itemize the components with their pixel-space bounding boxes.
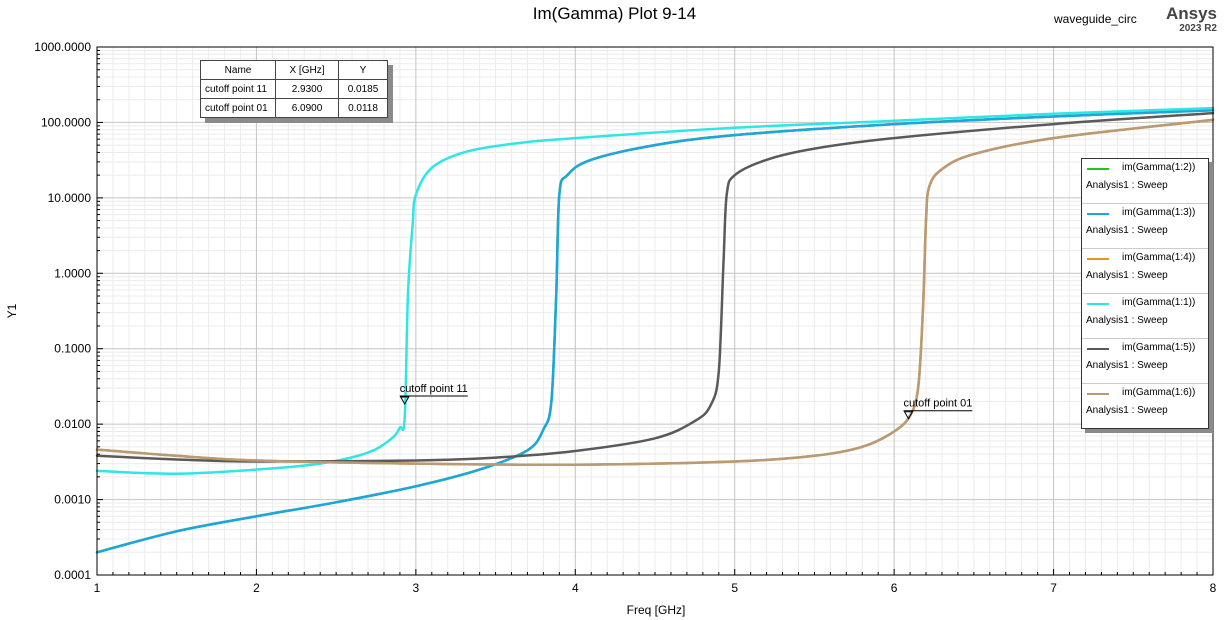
project-name: waveguide_circ xyxy=(1054,12,1137,26)
marker-table-header: Name X [GHz] Y xyxy=(200,60,388,80)
legend-series-subtitle: Analysis1 : Sweep xyxy=(1086,405,1168,416)
series-line xyxy=(95,111,1215,463)
legend-swatch xyxy=(1087,303,1109,305)
col-name: Name xyxy=(200,60,276,80)
col-y: Y xyxy=(338,60,388,80)
x-tick-labels: 1 2 3 4 5 6 7 8 xyxy=(94,581,1217,595)
legend-series-subtitle: Analysis1 : Sweep xyxy=(1086,180,1168,191)
y-tick-label: 100.0000 xyxy=(41,115,91,129)
legend-series-name: im(Gamma(1:1)) xyxy=(1122,297,1196,308)
version-label: 2023 R2 xyxy=(1179,23,1217,34)
x-axis-label: Freq [GHz] xyxy=(627,603,686,617)
marker-triangle xyxy=(903,411,914,420)
cell-y: 0.0185 xyxy=(338,79,388,99)
marker-table[interactable]: Name X [GHz] Y cutoff point 11 2.9300 0.… xyxy=(200,60,388,118)
legend-swatch xyxy=(1087,393,1109,395)
cell-name: cutoff point 11 xyxy=(200,79,276,99)
chart-title: Im(Gamma) Plot 9-14 xyxy=(532,4,697,23)
marker-label: cutoff point 01 xyxy=(903,398,972,410)
x-tick-label: 6 xyxy=(891,581,898,595)
legend-series-subtitle: Analysis1 : Sweep xyxy=(1086,270,1168,281)
legend-series-name: im(Gamma(1:4)) xyxy=(1122,252,1196,263)
y-tick-label: 0.1000 xyxy=(54,342,91,356)
table-row[interactable]: cutoff point 11 2.9300 0.0185 xyxy=(200,79,388,99)
curves xyxy=(95,106,1215,554)
legend-item[interactable]: im(Gamma(1:1)) Analysis1 : Sweep xyxy=(1082,294,1208,339)
legend-item[interactable]: im(Gamma(1:3)) Analysis1 : Sweep xyxy=(1082,204,1208,249)
col-x: X [GHz] xyxy=(275,60,339,80)
legend-item[interactable]: im(Gamma(1:5)) Analysis1 : Sweep xyxy=(1082,339,1208,384)
x-tick-label: 1 xyxy=(94,581,101,595)
legend-series-subtitle: Analysis1 : Sweep xyxy=(1086,315,1168,326)
legend-item[interactable]: im(Gamma(1:4)) Analysis1 : Sweep xyxy=(1082,249,1208,294)
markers: cutoff point 11 cutoff point 01 xyxy=(399,383,973,420)
x-tick-label: 2 xyxy=(253,581,260,595)
legend-series-name: im(Gamma(1:6)) xyxy=(1122,387,1196,398)
legend-swatch xyxy=(1087,258,1109,260)
legend[interactable]: im(Gamma(1:2)) Analysis1 : Sweep im(Gamm… xyxy=(1081,158,1209,429)
legend-series-name: im(Gamma(1:3)) xyxy=(1122,207,1196,218)
series-line xyxy=(95,109,1215,554)
cell-y: 0.0118 xyxy=(338,98,388,118)
legend-series-name: im(Gamma(1:5)) xyxy=(1122,342,1196,353)
plot-frame xyxy=(96,46,1214,576)
x-tick-label: 7 xyxy=(1050,581,1057,595)
legend-item[interactable]: im(Gamma(1:2)) Analysis1 : Sweep xyxy=(1082,159,1208,204)
legend-series-name: im(Gamma(1:2)) xyxy=(1122,162,1196,173)
y-tick-label: 0.0001 xyxy=(54,568,91,582)
x-tick-label: 5 xyxy=(731,581,738,595)
y-tick-label: 10.0000 xyxy=(48,191,92,205)
y-tick-label: 1.0000 xyxy=(54,266,91,280)
legend-swatch xyxy=(1087,168,1109,170)
y-tick-label: 1000.0000 xyxy=(34,40,91,54)
marker-label: cutoff point 11 xyxy=(400,383,468,395)
legend-swatch xyxy=(1087,348,1109,350)
legend-series-subtitle: Analysis1 : Sweep xyxy=(1086,225,1168,236)
x-tick-label: 4 xyxy=(572,581,579,595)
cell-x: 2.9300 xyxy=(275,79,339,99)
marker-triangle xyxy=(399,396,410,405)
y-axis-label: Y1 xyxy=(5,303,19,318)
legend-item[interactable]: im(Gamma(1:6)) Analysis1 : Sweep xyxy=(1082,384,1208,428)
minor-grid xyxy=(97,47,1213,575)
y-tick-label: 0.0100 xyxy=(54,417,91,431)
y-tick-label: 0.0010 xyxy=(54,493,91,507)
cell-name: cutoff point 01 xyxy=(200,98,276,118)
legend-series-subtitle: Analysis1 : Sweep xyxy=(1086,360,1168,371)
table-row[interactable]: cutoff point 01 6.0900 0.0118 xyxy=(200,98,388,118)
y-tick-labels: 0.0001 0.0010 0.0100 0.1000 1.0000 10.0000 100… xyxy=(34,40,91,582)
brand-logo: Ansys xyxy=(1165,4,1217,23)
x-tick-label: 8 xyxy=(1210,581,1217,595)
x-tick-label: 3 xyxy=(413,581,420,595)
series-line xyxy=(95,118,1215,467)
cell-x: 6.0900 xyxy=(275,98,339,118)
legend-swatch xyxy=(1087,213,1109,215)
